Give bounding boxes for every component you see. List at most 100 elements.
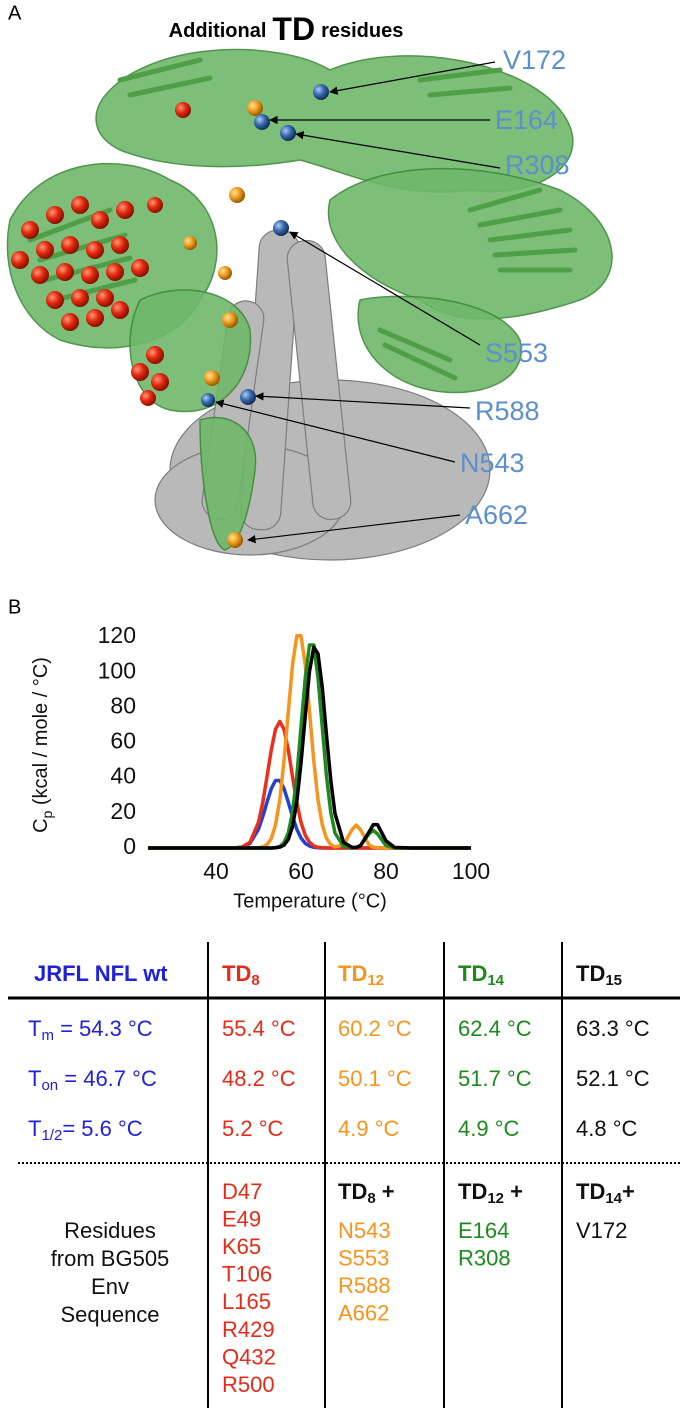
residue-row-label: Residues — [64, 1218, 156, 1243]
text-main: 55.4 °C — [222, 1016, 296, 1041]
residue-label: S553 — [485, 338, 548, 368]
y-tick-label: 20 — [110, 798, 136, 824]
y-tick-label: 60 — [110, 728, 136, 754]
table-cell: 50.1 °C — [338, 1066, 412, 1091]
text-main: 4.9 °C — [338, 1116, 399, 1141]
text-main: 63.3 °C — [576, 1016, 650, 1041]
text-main: 4.8 °C — [576, 1116, 637, 1141]
text-subscript: m — [41, 1027, 54, 1044]
table-cell: 4.8 °C — [576, 1116, 637, 1141]
text-rest: = 54.3 °C — [54, 1016, 153, 1041]
residue-row-label: from BG505 — [51, 1246, 170, 1271]
residue-label: V172 — [503, 45, 566, 75]
text-subscript: 14 — [605, 1190, 622, 1207]
table-cell: Ton = 46.7 °C — [28, 1066, 157, 1094]
base-construct: TD12 + — [458, 1179, 523, 1207]
residue: E49 — [222, 1206, 261, 1231]
text-rest: + — [622, 1179, 635, 1204]
text-main: 62.4 °C — [458, 1016, 532, 1041]
text-main: TD — [458, 1179, 487, 1204]
structure-illustration — [6, 48, 613, 561]
y-tick-label: 100 — [98, 657, 136, 683]
text-subscript: p — [39, 810, 55, 818]
residue: R500 — [222, 1372, 275, 1397]
text-main: T — [28, 1116, 41, 1141]
residue: E164 — [458, 1218, 509, 1243]
residue-label: E164 — [495, 105, 558, 135]
column-header: TD14 — [458, 961, 505, 989]
panel-letter: A — [8, 2, 22, 24]
residue: L165 — [222, 1289, 271, 1314]
text-main: TD — [338, 961, 367, 986]
residue: A662 — [338, 1301, 389, 1326]
x-tick-label: 80 — [373, 858, 399, 884]
series-line — [148, 719, 471, 850]
y-tick-label: 80 — [110, 692, 136, 718]
x-axis-label: Temperature (°C) — [233, 890, 387, 912]
text-main: 51.7 °C — [458, 1066, 532, 1091]
residue: K65 — [222, 1234, 261, 1259]
table-cell: 51.7 °C — [458, 1066, 532, 1091]
x-tick-label: 40 — [203, 858, 229, 884]
text-rest: + — [504, 1179, 523, 1204]
table-cell: T1/2= 5.6 °C — [28, 1116, 143, 1144]
text-main: JRFL NFL wt — [34, 961, 168, 986]
residue: T106 — [222, 1262, 272, 1287]
title-part: TD — [272, 11, 315, 47]
text-main: C — [30, 818, 52, 832]
table-cell: 60.2 °C — [338, 1016, 412, 1041]
y-tick-label: 40 — [110, 763, 136, 789]
text-subscript: 12 — [367, 972, 384, 989]
text-main: TD — [576, 961, 605, 986]
residue: D47 — [222, 1179, 262, 1204]
text-main: 4.9 °C — [458, 1116, 519, 1141]
text-rest: (kcal / mole / °C) — [30, 657, 52, 811]
title-part: Additional — [169, 20, 267, 42]
dsc-chart: 0 20 40 60 80 100 120 40 60 80 100 Temperature (°C)… — [30, 622, 490, 912]
table-cell: Tm = 54.3 °C — [28, 1016, 153, 1044]
text-subscript: 1/2 — [41, 1127, 62, 1144]
panel-title: Additional TD residues — [169, 11, 404, 47]
text-main: 60.2 °C — [338, 1016, 412, 1041]
residue: Q432 — [222, 1344, 276, 1369]
column-header: TD8 — [222, 961, 260, 989]
y-tick-label: 120 — [98, 622, 136, 648]
text-main: TD — [338, 1179, 367, 1204]
residue-labels: V172 E164 R308 S553 R588 N543 A662 — [460, 45, 570, 530]
residue: V172 — [576, 1218, 627, 1243]
text-rest: + — [376, 1179, 395, 1204]
base-construct: TD8 + — [338, 1179, 395, 1207]
table-cell: 48.2 °C — [222, 1066, 296, 1091]
table-cell: 52.1 °C — [576, 1066, 650, 1091]
table-cell: 5.2 °C — [222, 1116, 283, 1141]
residue: R429 — [222, 1317, 275, 1342]
text-main: 48.2 °C — [222, 1066, 296, 1091]
residue: S553 — [338, 1245, 389, 1270]
series-line — [148, 645, 471, 850]
text-main: TD — [458, 961, 487, 986]
text-rest: = 5.6 °C — [62, 1116, 142, 1141]
residue: N543 — [338, 1218, 391, 1243]
panel-letter: B — [8, 596, 21, 618]
text-main: T — [28, 1066, 41, 1091]
text-main: TD — [222, 961, 251, 986]
table-cell: 55.4 °C — [222, 1016, 296, 1041]
text-subscript: 12 — [487, 1190, 504, 1207]
text-subscript: 8 — [367, 1190, 375, 1207]
text-main: TD — [576, 1179, 605, 1204]
residue-label: A662 — [465, 500, 528, 530]
y-axis-label: Cp (kcal / mole / °C) — [30, 657, 54, 833]
table-cell: 4.9 °C — [338, 1116, 399, 1141]
text-subscript: 8 — [251, 972, 259, 989]
text-main: 52.1 °C — [576, 1066, 650, 1091]
text-subscript: 15 — [605, 972, 622, 989]
text-main: T — [28, 1016, 41, 1041]
base-construct: TD14+ — [576, 1179, 635, 1207]
series-line — [148, 778, 471, 850]
residue-label: R308 — [505, 150, 570, 180]
text-subscript: on — [41, 1077, 58, 1094]
column-header: TD12 — [338, 961, 384, 989]
residue-row-label: Env — [91, 1274, 129, 1299]
residue-label: N543 — [460, 448, 525, 478]
